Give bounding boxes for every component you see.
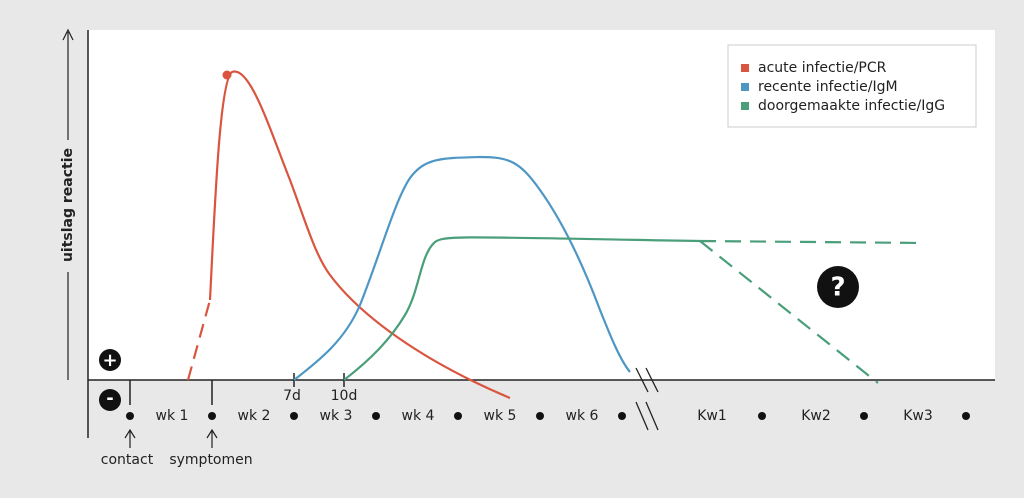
plus-sign: + <box>102 350 117 371</box>
x-label: wk 4 <box>402 408 435 424</box>
x-labels: wk 1 wk 2 wk 3 wk 4 wk 5 wk 6 Kw1 Kw2 Kw3 <box>126 408 970 424</box>
igm-curve <box>293 155 631 381</box>
igg-curve-dashed <box>699 239 926 384</box>
plus-icon <box>99 349 121 371</box>
y-axis-label: uitslag reactie <box>60 148 76 262</box>
timeline-dot <box>536 412 544 420</box>
minus-icon <box>99 389 121 411</box>
marker-label: 7d <box>283 388 301 404</box>
axis-break <box>635 367 659 431</box>
legend: acute infectie/PCR recente infectie/IgM do… <box>741 60 945 114</box>
event-label: symptomen <box>169 452 252 468</box>
legend-box <box>727 44 977 128</box>
timeline-dot <box>208 412 216 420</box>
pcr-curve <box>208 70 511 400</box>
legend-label: recente infectie/IgM <box>758 79 898 95</box>
x-label: wk 5 <box>484 408 517 424</box>
timeline-dot <box>454 412 462 420</box>
minus-sign: - <box>106 388 113 409</box>
event-arrow <box>206 428 218 448</box>
x-label: Kw2 <box>801 408 831 424</box>
y-arrow-head <box>62 28 74 41</box>
timeline-dot <box>290 412 298 420</box>
question-icon <box>817 266 859 308</box>
legend-label: acute infectie/PCR <box>758 60 887 76</box>
pcr-curve-dashed <box>186 299 212 381</box>
x-label: Kw3 <box>903 408 933 424</box>
pcr-peak <box>222 70 232 80</box>
igg-curve <box>343 236 701 381</box>
question-mark: ? <box>830 273 845 303</box>
event-label: contact <box>101 452 154 468</box>
legend-swatch <box>741 64 749 72</box>
x-label: wk 6 <box>566 408 599 424</box>
event-arrow <box>124 428 136 448</box>
timeline-dot <box>860 412 868 420</box>
timeline-dot <box>372 412 380 420</box>
marker-label: 10d <box>331 388 358 404</box>
legend-swatch <box>741 83 749 91</box>
legend-label: doorgemaakte infectie/IgG <box>758 98 945 114</box>
legend-swatch <box>741 102 749 110</box>
timeline-dot <box>126 412 134 420</box>
timeline-dot <box>962 412 970 420</box>
x-label: Kw1 <box>697 408 727 424</box>
x-label: wk 2 <box>238 408 271 424</box>
timeline-dot <box>758 412 766 420</box>
timeline-dot <box>618 412 626 420</box>
x-label: wk 1 <box>156 408 189 424</box>
x-label: wk 3 <box>320 408 353 424</box>
